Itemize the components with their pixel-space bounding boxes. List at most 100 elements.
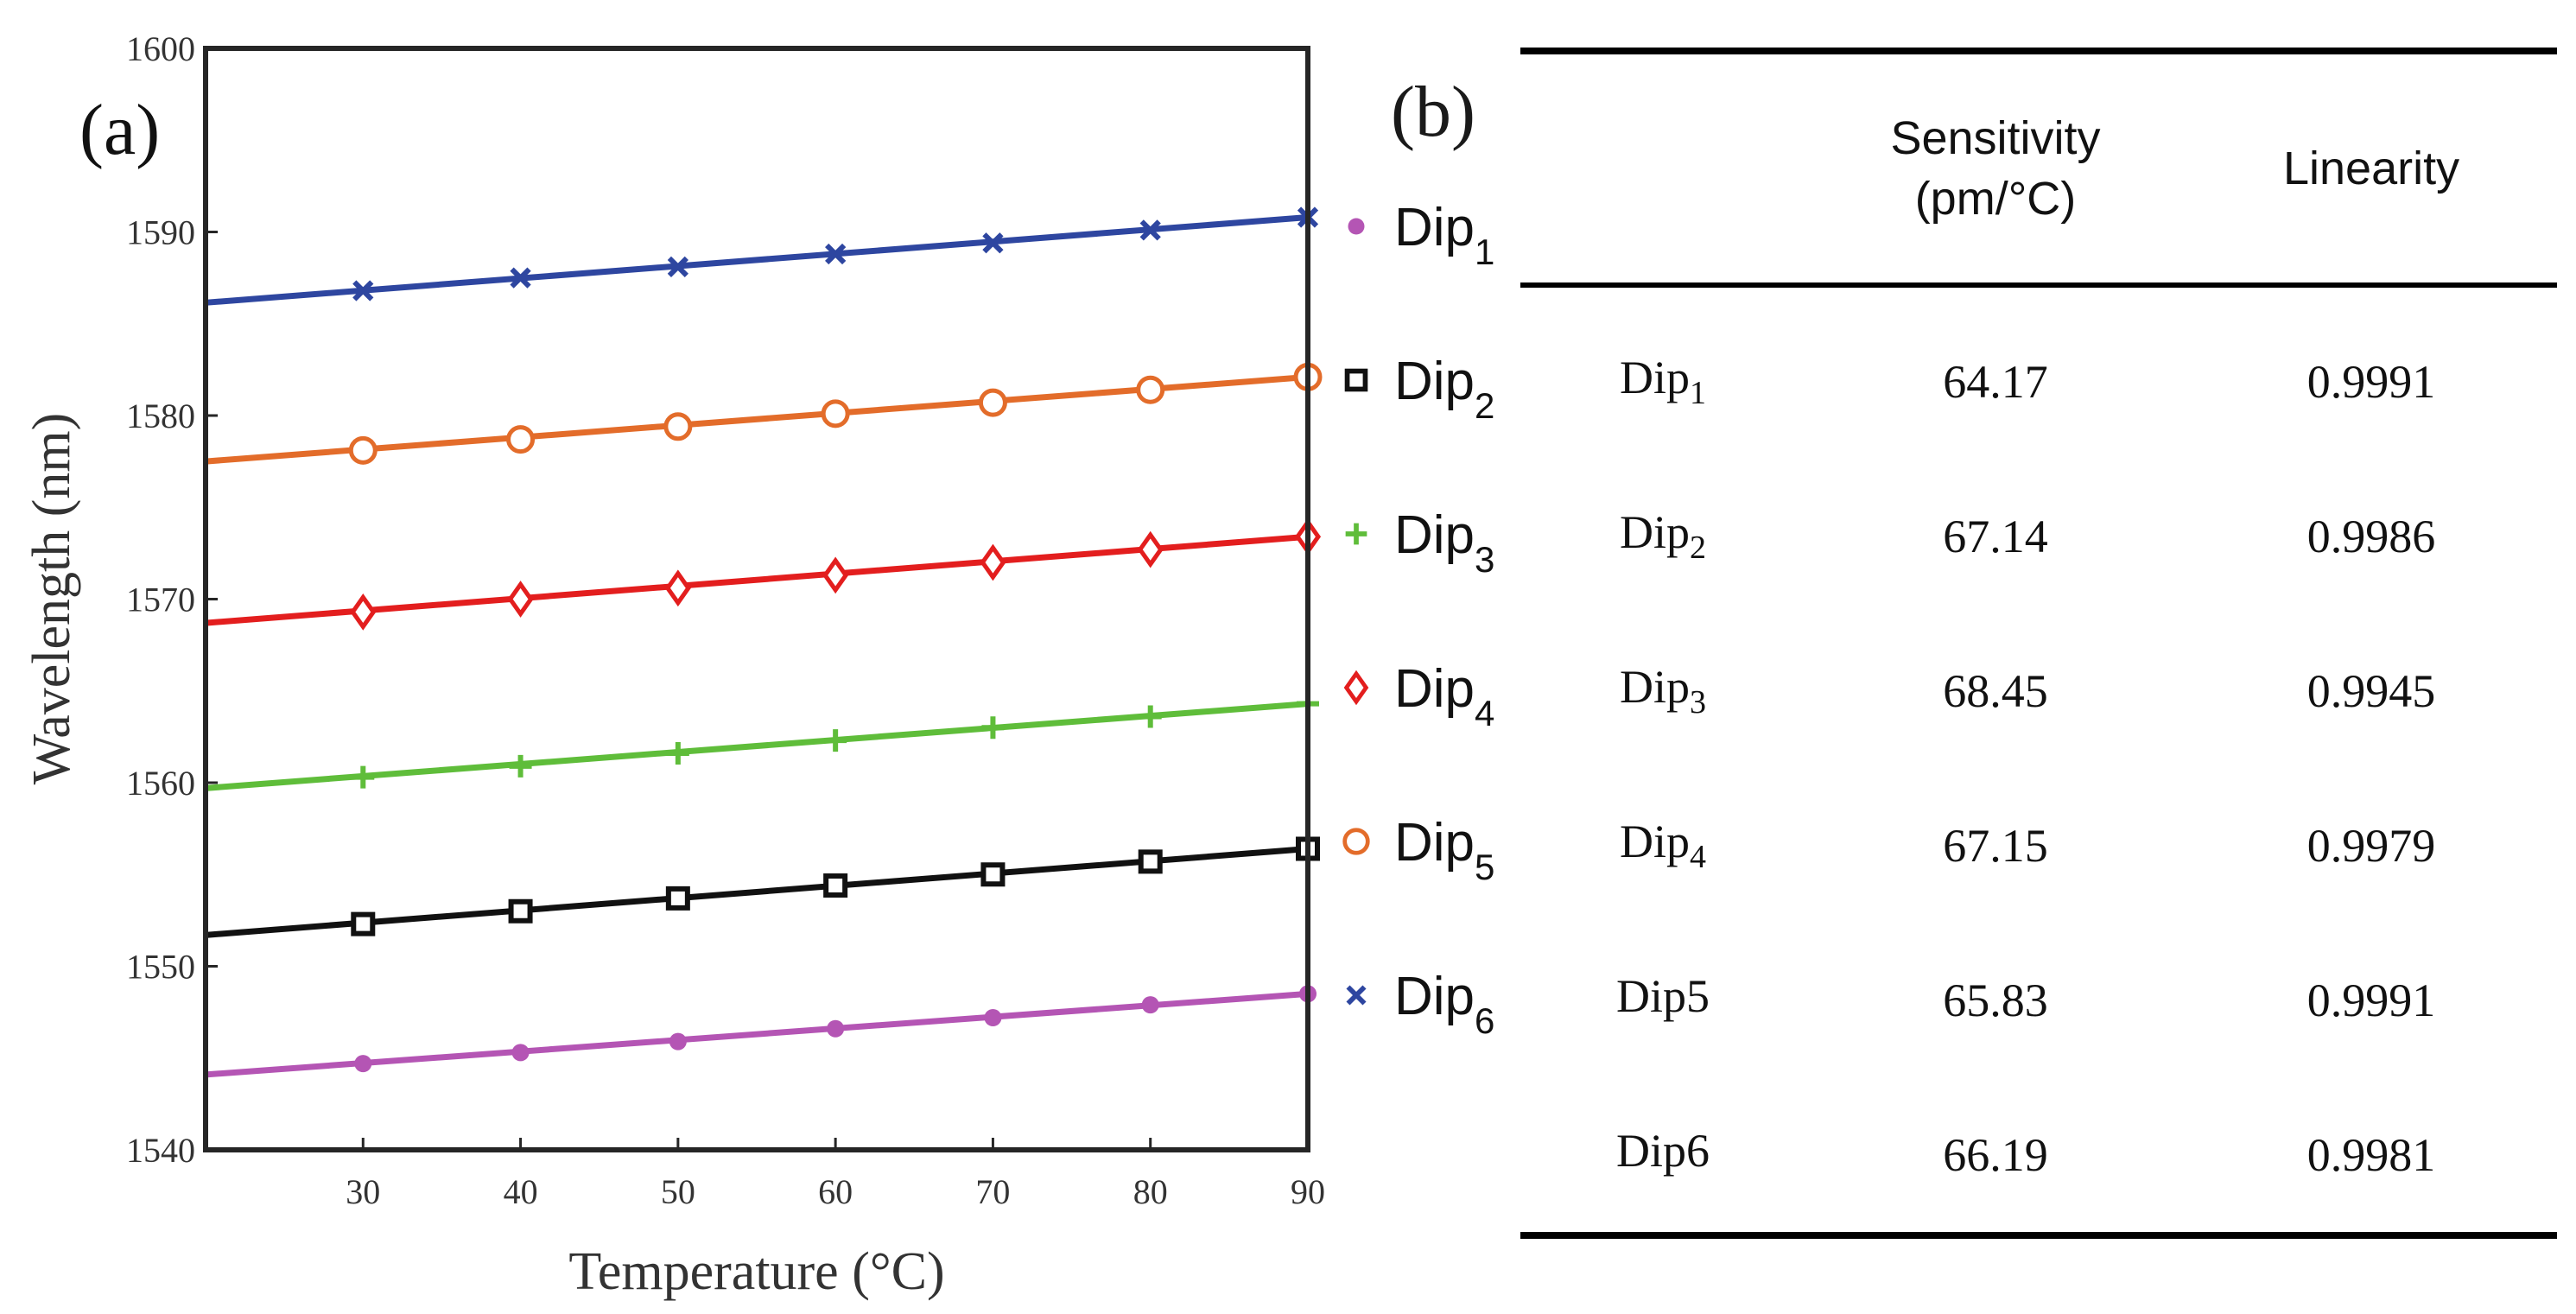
marker-dot xyxy=(1348,218,1365,235)
marker-x xyxy=(982,232,1004,254)
legend-item: Dip1 xyxy=(1348,198,1494,272)
plot-area xyxy=(205,206,1323,1078)
row-name-cell: Dip6 xyxy=(1520,1077,1805,1235)
panel-a-label: (a) xyxy=(79,90,160,170)
legend-label: Dip6 xyxy=(1394,967,1494,1041)
series-dip3 xyxy=(205,692,1319,791)
legend: Dip1 Dip2 Dip3 Dip4 Dip5 Dip6 xyxy=(1342,198,1494,1041)
legend-label: Dip2 xyxy=(1394,352,1494,426)
y-tick-label: 1540 xyxy=(126,1131,195,1170)
row-name: Dip xyxy=(1619,661,1690,714)
marker-dot xyxy=(827,1019,845,1038)
marker-circle xyxy=(348,435,378,465)
marker-circle xyxy=(1342,828,1370,855)
row-name: Dip xyxy=(1619,352,1690,404)
y-tick-label: 1550 xyxy=(126,948,195,987)
legend-item: Dip2 xyxy=(1344,352,1494,426)
fit-line-dip6 xyxy=(205,214,1309,306)
y-tick-label: 1570 xyxy=(126,581,195,619)
marker-circle xyxy=(821,399,850,428)
marker-dot xyxy=(984,1009,1002,1026)
row-name: Dip xyxy=(1619,816,1690,868)
linearity-cell: 0.9981 xyxy=(2306,1128,2436,1181)
sensitivity-cell: 67.14 xyxy=(1943,510,2048,562)
legend-label-sub: 5 xyxy=(1475,847,1494,887)
row-name: Dip6 xyxy=(1615,1125,1710,1178)
legend-item: Dip3 xyxy=(1345,505,1494,580)
row-name-cell: Dip1 xyxy=(1520,285,1805,459)
row-name-cell: Dip5 xyxy=(1520,923,1805,1077)
marker-diamond xyxy=(350,594,377,631)
header-blank xyxy=(1520,51,1805,285)
sensitivity-cell: 66.19 xyxy=(1943,1128,2048,1181)
y-axis-ticks: 1540 1550 1560 1570 1580 1590 1600 xyxy=(126,29,218,1170)
marker-dot xyxy=(1141,996,1159,1014)
row-name-cell: Dip3 xyxy=(1520,613,1805,768)
marker-plus xyxy=(1345,523,1367,545)
results-table: Sensitivity (pm/°C) Linearity Dip1 64.17… xyxy=(1520,48,2557,1239)
marker-diamond xyxy=(1137,530,1164,568)
sensitivity-cell: 65.83 xyxy=(1943,974,2048,1026)
marker-square xyxy=(508,898,533,924)
marker-dot xyxy=(669,1032,687,1051)
y-tick-label: 1600 xyxy=(126,29,195,68)
marker-dot xyxy=(354,1055,372,1073)
series-dip5 xyxy=(205,362,1323,465)
marker-plus xyxy=(352,765,375,789)
row-name-sub: 1 xyxy=(1689,374,1706,411)
marker-circle xyxy=(506,425,536,454)
linearity-cell: 0.9986 xyxy=(2306,510,2436,562)
marker-x xyxy=(510,267,531,289)
marker-plus xyxy=(666,742,689,765)
row-name-sub: 3 xyxy=(1689,683,1706,720)
panel-a-chart: 30 40 50 60 70 80 90 1540155015601570158015901… xyxy=(22,29,1494,1301)
table-row: Dip1 64.17 0.9991 xyxy=(1520,285,2557,459)
table-header-row: Sensitivity (pm/°C) Linearity xyxy=(1520,51,2557,285)
legend-label-sub: 6 xyxy=(1475,1000,1494,1041)
marker-diamond xyxy=(1343,670,1369,706)
marker-square xyxy=(823,873,848,898)
sensitivity-cell: 67.15 xyxy=(1943,819,2048,872)
fit-line-dip5 xyxy=(205,373,1309,465)
marker-plus xyxy=(1139,705,1162,728)
x-tick-label: 80 xyxy=(1133,1172,1168,1211)
legend-label-sub: 3 xyxy=(1475,539,1494,580)
x-axis-ticks: 30 40 50 60 70 80 90 xyxy=(346,1138,1325,1211)
marker-x xyxy=(825,243,847,265)
x-tick-label: 30 xyxy=(346,1172,380,1211)
row-name: Dip xyxy=(1619,506,1690,559)
marker-circle xyxy=(978,388,1007,417)
marker-x xyxy=(667,256,688,277)
x-tick-label: 40 xyxy=(504,1172,538,1211)
linearity-cell: 0.9991 xyxy=(2306,355,2436,408)
marker-diamond xyxy=(507,581,534,618)
series-dip4 xyxy=(205,517,1322,631)
marker-plus xyxy=(509,754,532,778)
legend-label: Dip1 xyxy=(1394,198,1494,272)
linearity-cell: 0.9991 xyxy=(2306,974,2436,1026)
sensitivity-cell: 64.17 xyxy=(1943,355,2048,408)
row-name-sub: 2 xyxy=(1689,529,1706,566)
y-axis-title: Wavelength (nm) xyxy=(22,413,81,785)
legend-item: Dip4 xyxy=(1343,659,1494,733)
marker-x xyxy=(1346,985,1367,1006)
legend-label-sub: 1 xyxy=(1475,232,1494,272)
legend-label-sub: 2 xyxy=(1475,385,1494,426)
marker-square xyxy=(1344,368,1368,392)
header-sensitivity: Sensitivity (pm/°C) xyxy=(1805,51,2186,285)
linearity-cell: 0.9945 xyxy=(2306,664,2436,717)
x-tick-label: 60 xyxy=(818,1172,853,1211)
y-tick-label: 1560 xyxy=(126,764,195,803)
marker-circle xyxy=(663,412,693,441)
legend-label-sub: 4 xyxy=(1475,693,1494,733)
row-name: Dip5 xyxy=(1615,970,1710,1023)
legend-label: Dip3 xyxy=(1394,505,1494,580)
header-linearity: Linearity xyxy=(2282,142,2460,194)
legend-item: Dip5 xyxy=(1342,813,1494,887)
table-row: Dip6 66.19 0.9981 xyxy=(1520,1077,2557,1235)
marker-diamond xyxy=(980,543,1006,581)
series-dip6 xyxy=(205,206,1319,306)
fit-line-dip4 xyxy=(205,533,1309,626)
marker-square xyxy=(665,886,690,911)
marker-plus xyxy=(981,716,1005,740)
